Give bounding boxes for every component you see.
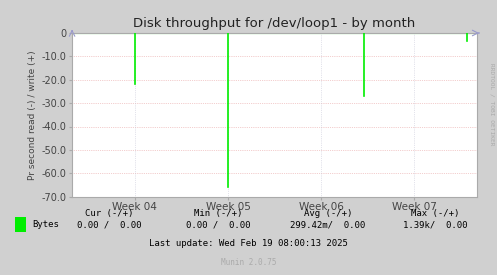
Text: Cur (-/+): Cur (-/+) bbox=[85, 209, 134, 218]
Text: Munin 2.0.75: Munin 2.0.75 bbox=[221, 258, 276, 267]
Text: 0.00 /  0.00: 0.00 / 0.00 bbox=[77, 221, 142, 229]
Text: Last update: Wed Feb 19 08:00:13 2025: Last update: Wed Feb 19 08:00:13 2025 bbox=[149, 239, 348, 248]
Text: RRDTOOL / TOBI OETIKER: RRDTOOL / TOBI OETIKER bbox=[490, 63, 495, 146]
Text: 1.39k/  0.00: 1.39k/ 0.00 bbox=[403, 221, 467, 229]
Text: 299.42m/  0.00: 299.42m/ 0.00 bbox=[290, 221, 366, 229]
Title: Disk throughput for /dev/loop1 - by month: Disk throughput for /dev/loop1 - by mont… bbox=[134, 17, 415, 31]
Y-axis label: Pr second read (-) / write (+): Pr second read (-) / write (+) bbox=[28, 50, 37, 180]
Text: Max (-/+): Max (-/+) bbox=[411, 209, 459, 218]
Text: Bytes: Bytes bbox=[32, 221, 59, 229]
Text: Avg (-/+): Avg (-/+) bbox=[304, 209, 352, 218]
Text: Min (-/+): Min (-/+) bbox=[194, 209, 243, 218]
Text: 0.00 /  0.00: 0.00 / 0.00 bbox=[186, 221, 251, 229]
